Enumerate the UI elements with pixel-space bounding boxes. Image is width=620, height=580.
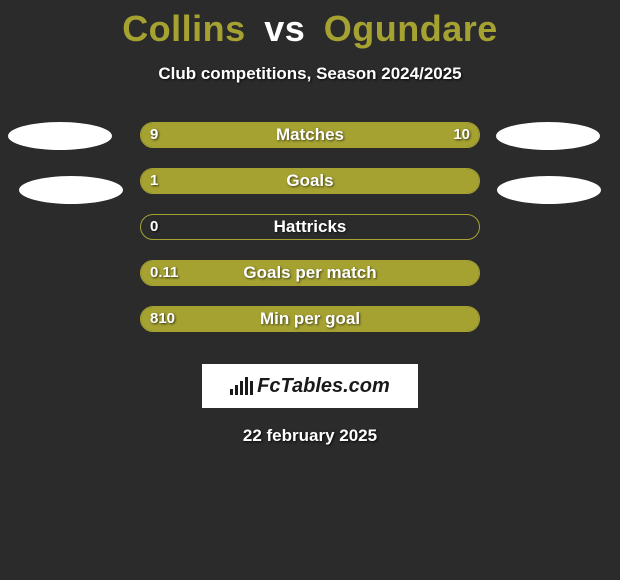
subtitle: Club competitions, Season 2024/2025: [0, 64, 620, 84]
stat-bar-track: [140, 122, 480, 148]
stat-bar-fill-left: [141, 261, 479, 285]
logo-chart-icon: [230, 377, 253, 395]
title-vs: vs: [264, 8, 305, 49]
player-photo-placeholder: [19, 176, 123, 204]
logo-box: FcTables.com: [202, 364, 418, 408]
title-player1: Collins: [122, 8, 246, 49]
logo-text: FcTables.com: [257, 375, 390, 398]
player-photo-placeholder: [496, 122, 600, 150]
stat-row: Min per goal810: [0, 306, 620, 352]
date-label: 22 february 2025: [0, 426, 620, 446]
stat-bar-fill-left: [141, 307, 479, 331]
stat-bar-track: [140, 168, 480, 194]
page-title: Collins vs Ogundare: [0, 8, 620, 50]
stats-section: Matches910Goals1Hattricks0Goals per matc…: [0, 122, 620, 352]
logo: FcTables.com: [230, 375, 390, 398]
stat-row: Hattricks0: [0, 214, 620, 260]
stat-bar-fill-left: [141, 169, 479, 193]
stat-bar-fill-right: [300, 123, 479, 147]
stat-bar-track: [140, 306, 480, 332]
title-player2: Ogundare: [324, 8, 498, 49]
player-photo-placeholder: [8, 122, 112, 150]
root: Collins vs Ogundare Club competitions, S…: [0, 0, 620, 580]
stat-bar-track: [140, 260, 480, 286]
player-photo-placeholder: [497, 176, 601, 204]
stat-row: Goals per match0.11: [0, 260, 620, 306]
stat-bar-track: [140, 214, 480, 240]
stat-bar-fill-left: [141, 123, 300, 147]
